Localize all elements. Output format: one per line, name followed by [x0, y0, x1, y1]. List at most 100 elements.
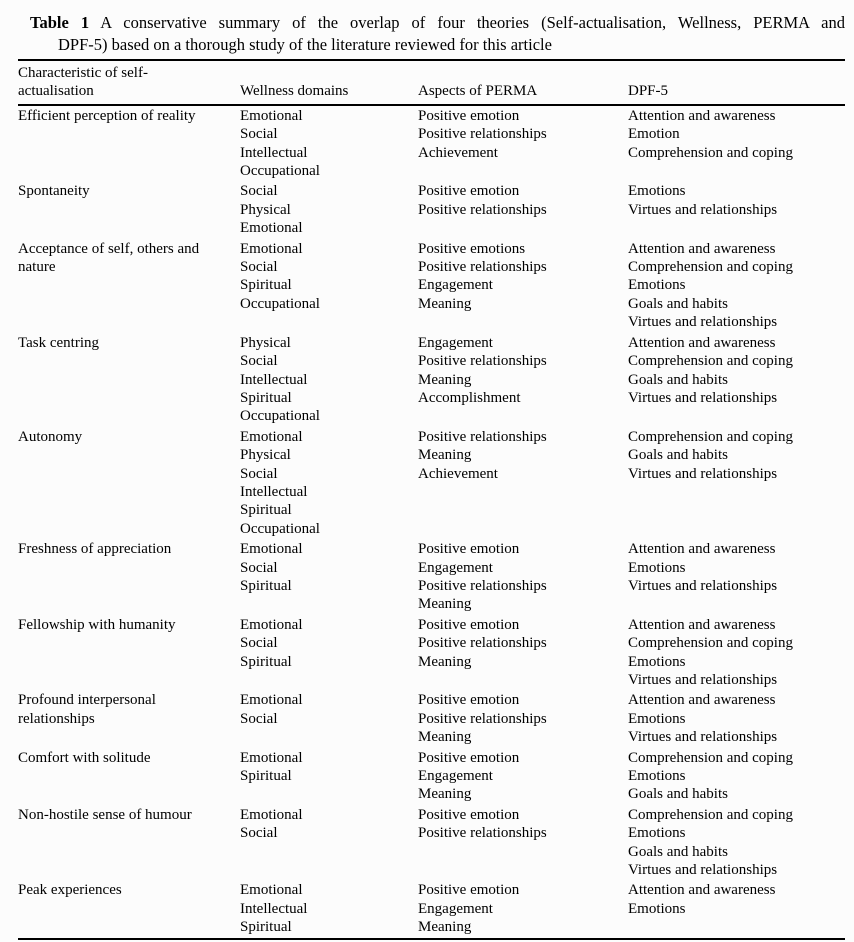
cell-line: Acceptance of self, others and nature [18, 240, 200, 276]
cell-line: Comprehension and coping [628, 353, 793, 370]
cell-line: Physical [240, 334, 291, 351]
cell-line: Intellectual [240, 144, 308, 161]
cell-dpf5: Attention and awareness Comprehension and… [628, 239, 845, 333]
cell-line: Attention and awareness [628, 240, 776, 257]
cell-line: Emotional [240, 220, 303, 237]
cell-line: Attention and awareness [628, 334, 776, 351]
table-row: Comfort with solitude Emotional Spiritual P… [18, 748, 845, 805]
cell-line: Goals and habits [628, 447, 728, 464]
cell-line: Fellowship with humanity [18, 616, 176, 633]
cell-line: Comfort with solitude [18, 749, 151, 766]
cell-line: Intellectual [240, 371, 308, 388]
cell-line: Meaning [418, 447, 472, 464]
cell-line: Engagement [418, 768, 493, 785]
cell-wellness: Emotional Social Spiritual [240, 615, 418, 691]
cell-perma: Positive emotions Positive relationships E… [418, 239, 628, 333]
cell-characteristic: Comfort with solitude [18, 748, 240, 805]
caption-line-2: DPF-5) based on a thorough study of the … [58, 35, 552, 54]
table-row: Profound interpersonal relationships Emot… [18, 690, 845, 747]
cell-line: Positive emotion [418, 541, 520, 558]
cell-line: Virtues and relationships [628, 672, 778, 688]
cell-line: Attention and awareness [628, 107, 776, 124]
cell-line: Social [240, 126, 278, 143]
cell-characteristic: Freshness of appreciation [18, 539, 240, 615]
cell-line: Intellectual [240, 900, 308, 917]
cell-perma: Positive emotion Positive relationships [418, 805, 628, 881]
cell-line: Emotional [240, 240, 303, 257]
cell-line: Virtues and relationships [628, 201, 778, 218]
cell-line: Engagement [418, 334, 493, 351]
cell-perma: Positive emotion Positive relationships Me… [418, 615, 628, 691]
cell-line: Meaning [418, 919, 472, 936]
cell-line: Emotions [628, 710, 686, 727]
cell-dpf5: Attention and awareness Emotion Comprehens… [628, 105, 845, 182]
cell-line: Social [240, 259, 278, 276]
cell-line: Engagement [418, 900, 493, 917]
cell-line: Task centring [18, 334, 100, 351]
cell-wellness: Physical Social Intellectual Spiritual Occup… [240, 333, 418, 427]
cell-line: Comprehension and coping [628, 144, 793, 161]
cell-dpf5: Attention and awareness Emotions [628, 880, 845, 938]
cell-line: Meaning [418, 596, 472, 613]
cell-wellness: Emotional Social Intellectual Occupational [240, 105, 418, 182]
cell-line: Comprehension and coping [628, 749, 793, 766]
table-row: Autonomy Emotional Physical Social Intellect… [18, 427, 845, 539]
cell-line: Engagement [418, 277, 493, 294]
cell-line: Virtues and relationships [628, 314, 778, 331]
table-caption: Table 1 A conservative summary of the ov… [0, 0, 854, 59]
cell-line: Comprehension and coping [628, 806, 793, 823]
cell-line: Attention and awareness [628, 882, 776, 899]
cell-line: Positive relationships [418, 259, 547, 276]
cell-line: Positive emotion [418, 692, 520, 709]
cell-line: Intellectual [240, 483, 308, 500]
cell-wellness: Social Physical Emotional [240, 181, 418, 238]
cell-characteristic: Peak experiences [18, 880, 240, 938]
header-wellness: Wellness domains [240, 60, 418, 106]
cell-line: Positive emotion [418, 183, 520, 200]
cell-line: Virtues and relationships [628, 862, 778, 879]
cell-characteristic: Acceptance of self, others and nature [18, 239, 240, 333]
cell-line: Emotions [628, 900, 686, 917]
table-body: Efficient perception of reality Emotional… [18, 105, 845, 939]
cell-line: Social [240, 465, 278, 482]
cell-wellness: Emotional Social Spiritual [240, 539, 418, 615]
cell-line: Occupational [240, 295, 320, 312]
cell-line: Comprehension and coping [628, 259, 793, 276]
cell-line: Emotional [240, 749, 303, 766]
cell-line: Emotional [240, 616, 303, 633]
cell-dpf5: Attention and awareness Comprehension and… [628, 615, 845, 691]
cell-line: Freshness of appreciation [18, 541, 172, 558]
cell-line: Social [240, 710, 278, 727]
table-row: Spontaneity Social Physical Emotional Positi… [18, 181, 845, 238]
cell-line: Peak experiences [18, 882, 122, 899]
cell-perma: Positive emotion Positive relationships Me… [418, 690, 628, 747]
cell-dpf5: Emotions Virtues and relationships [628, 181, 845, 238]
cell-line: Positive relationships [418, 126, 547, 143]
cell-line: Emotions [628, 277, 686, 294]
cell-wellness: Emotional Social [240, 690, 418, 747]
cell-line: Spiritual [240, 653, 292, 670]
cell-line: Achievement [418, 144, 498, 161]
cell-line: Positive relationships [418, 201, 547, 218]
table-row: Freshness of appreciation Emotional Social… [18, 539, 845, 615]
cell-line: Emotional [240, 541, 303, 558]
cell-wellness: Emotional Intellectual Spiritual [240, 880, 418, 938]
cell-line: Spiritual [240, 277, 292, 294]
header-characteristic-line-2: actualisation [18, 83, 94, 100]
cell-perma: Positive emotion Engagement Meaning [418, 880, 628, 938]
cell-dpf5: Comprehension and coping Emotions Goals an… [628, 748, 845, 805]
cell-line: Virtues and relationships [628, 729, 778, 746]
table-row: Non-hostile sense of humour Emotional Soci… [18, 805, 845, 881]
cell-wellness: Emotional Physical Social Intellectual Spiri… [240, 427, 418, 539]
cell-line: Virtues and relationships [628, 577, 778, 594]
cell-characteristic: Fellowship with humanity [18, 615, 240, 691]
header-row: Characteristic of self- actualisation We… [18, 60, 845, 106]
cell-line: Social [240, 353, 278, 370]
cell-characteristic: Efficient perception of reality [18, 105, 240, 182]
cell-line: Spontaneity [18, 183, 90, 200]
table-number-label: Table 1 [30, 13, 90, 32]
cell-perma: Engagement Positive relationships Meaning A… [418, 333, 628, 427]
cell-line: Positive relationships [418, 635, 547, 652]
cell-line: Emotional [240, 692, 303, 709]
